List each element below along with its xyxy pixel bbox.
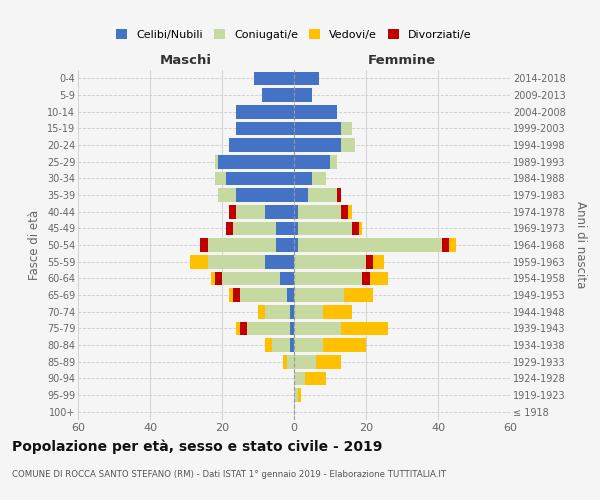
Bar — [294, 322, 341, 335]
Bar — [208, 255, 265, 268]
Bar — [352, 222, 359, 235]
Bar — [294, 105, 337, 118]
Bar — [229, 138, 294, 152]
Bar — [200, 238, 208, 252]
Bar — [265, 205, 294, 218]
Bar — [323, 338, 366, 352]
Bar — [208, 238, 276, 252]
Bar — [298, 205, 341, 218]
Bar — [265, 255, 294, 268]
Text: COMUNE DI ROCCA SANTO STEFANO (RM) - Dati ISTAT 1° gennaio 2019 - Elaborazione T: COMUNE DI ROCCA SANTO STEFANO (RM) - Dat… — [12, 470, 446, 479]
Bar — [312, 172, 326, 185]
Bar — [215, 272, 222, 285]
Bar — [290, 322, 294, 335]
Bar — [272, 338, 290, 352]
Bar — [294, 88, 312, 102]
Bar — [316, 355, 341, 368]
Bar — [341, 138, 355, 152]
Bar — [366, 255, 373, 268]
Bar — [294, 222, 298, 235]
Bar — [337, 188, 341, 202]
Bar — [290, 338, 294, 352]
Bar — [294, 238, 298, 252]
Bar — [287, 288, 294, 302]
Bar — [294, 188, 308, 202]
Bar — [265, 305, 290, 318]
Bar — [236, 322, 240, 335]
Bar — [294, 355, 316, 368]
Bar — [294, 205, 298, 218]
Bar — [290, 305, 294, 318]
Bar — [287, 355, 294, 368]
Bar — [226, 222, 233, 235]
Bar — [359, 222, 362, 235]
Bar — [258, 305, 265, 318]
Bar — [298, 238, 442, 252]
Bar — [449, 238, 456, 252]
Bar — [294, 288, 344, 302]
Bar — [229, 288, 233, 302]
Y-axis label: Fasce di età: Fasce di età — [28, 210, 41, 280]
Bar — [240, 322, 247, 335]
Bar — [294, 138, 341, 152]
Bar — [323, 305, 352, 318]
Bar — [262, 88, 294, 102]
Bar — [236, 205, 265, 218]
Bar — [341, 322, 388, 335]
Bar — [298, 388, 301, 402]
Bar — [298, 222, 352, 235]
Bar — [294, 305, 323, 318]
Bar — [348, 205, 352, 218]
Legend: Celibi/Nubili, Coniugati/e, Vedovi/e, Divorziati/e: Celibi/Nubili, Coniugati/e, Vedovi/e, Di… — [116, 29, 472, 40]
Bar — [215, 155, 218, 168]
Bar — [294, 338, 323, 352]
Bar — [373, 255, 384, 268]
Bar — [280, 272, 294, 285]
Bar — [294, 388, 298, 402]
Bar — [236, 188, 294, 202]
Bar — [218, 155, 294, 168]
Bar — [344, 288, 373, 302]
Bar — [240, 288, 287, 302]
Bar — [247, 322, 290, 335]
Bar — [370, 272, 388, 285]
Bar — [283, 355, 287, 368]
Bar — [362, 272, 370, 285]
Text: Popolazione per età, sesso e stato civile - 2019: Popolazione per età, sesso e stato civil… — [12, 440, 382, 454]
Bar — [211, 272, 215, 285]
Bar — [276, 238, 294, 252]
Bar — [254, 72, 294, 85]
Bar — [305, 372, 326, 385]
Bar — [276, 222, 294, 235]
Text: Femmine: Femmine — [368, 54, 436, 66]
Bar — [233, 288, 240, 302]
Bar — [190, 255, 208, 268]
Bar — [229, 205, 236, 218]
Bar — [233, 222, 276, 235]
Bar — [218, 188, 236, 202]
Bar — [330, 155, 337, 168]
Bar — [294, 172, 312, 185]
Bar — [442, 238, 449, 252]
Bar — [294, 155, 330, 168]
Text: Maschi: Maschi — [160, 54, 212, 66]
Bar — [341, 205, 348, 218]
Bar — [222, 272, 280, 285]
Bar — [236, 122, 294, 135]
Bar — [294, 255, 366, 268]
Y-axis label: Anni di nascita: Anni di nascita — [574, 202, 587, 288]
Bar — [236, 105, 294, 118]
Bar — [265, 338, 272, 352]
Bar — [294, 72, 319, 85]
Bar — [308, 188, 337, 202]
Bar — [226, 172, 294, 185]
Bar — [294, 122, 341, 135]
Bar — [294, 272, 362, 285]
Bar — [341, 122, 352, 135]
Bar — [215, 172, 226, 185]
Bar — [294, 372, 305, 385]
